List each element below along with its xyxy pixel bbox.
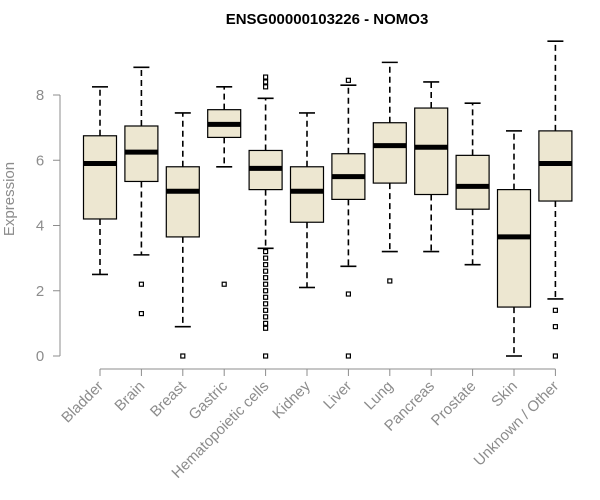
box-brain (124, 66, 159, 317)
outlier-point (552, 307, 559, 313)
box-breast (165, 112, 200, 359)
outlier-point (263, 249, 269, 255)
outlier-point (221, 281, 227, 287)
x-tick-label: Breast (147, 377, 190, 420)
x-tick-label: Lung (361, 378, 397, 414)
outlier-point (263, 294, 269, 300)
iqr-box (414, 107, 449, 196)
outlier-point (345, 353, 351, 359)
box-skin (496, 130, 532, 357)
outlier-point (263, 353, 269, 359)
box-prostate (455, 102, 490, 266)
y-tick-label: 0 (36, 348, 44, 365)
box-hematopoietic-cells (248, 74, 283, 359)
outlier-point (345, 77, 351, 83)
y-tick-label: 6 (36, 152, 44, 169)
outlier-point (345, 291, 351, 297)
box-gastric (207, 86, 242, 287)
y-axis-label: Expression (1, 162, 18, 236)
x-tick-label: Liver (320, 378, 355, 413)
y-tick-label: 2 (36, 283, 44, 300)
outlier-point (387, 278, 393, 284)
outlier-point (263, 268, 269, 274)
outlier-point (263, 288, 269, 294)
outlier-point (552, 324, 559, 330)
x-tick-label: Prostate (428, 378, 480, 430)
iqr-box (82, 135, 118, 220)
outlier-point (263, 325, 269, 331)
outlier-point (180, 353, 186, 359)
y-tick-label: 4 (36, 218, 44, 235)
iqr-box (496, 189, 532, 308)
x-tick-label: Brain (111, 378, 148, 415)
iqr-box (372, 122, 407, 184)
outlier-point (138, 281, 144, 287)
x-tick-label: Skin (488, 378, 521, 411)
outlier-point (263, 307, 269, 313)
outlier-point (552, 353, 559, 359)
iqr-box (289, 166, 325, 223)
outlier-point (263, 79, 269, 85)
outlier-point (263, 84, 269, 90)
x-tick-label: Bladder (58, 378, 107, 427)
chart-title: ENSG00000103226 - NOMO3 (226, 11, 429, 28)
outlier-point (263, 262, 269, 268)
boxes-group (82, 40, 573, 359)
outlier-point (263, 275, 269, 281)
iqr-box (455, 154, 490, 210)
box-kidney (289, 112, 325, 289)
outlier-point (263, 301, 269, 307)
box-liver (331, 77, 366, 359)
outlier-point (263, 320, 269, 326)
y-axis: 0 2 4 6 8 (36, 87, 61, 365)
box-pancreas (414, 81, 449, 253)
outlier-point (263, 281, 269, 287)
box-unknown-other (538, 40, 573, 359)
iqr-box (165, 166, 200, 238)
x-tick-label: Kidney (269, 377, 314, 422)
box-bladder (82, 86, 118, 276)
box-lung (372, 61, 407, 284)
y-tick-label: 8 (36, 87, 44, 104)
outlier-point (263, 74, 269, 80)
outlier-point (138, 310, 144, 317)
outlier-point (263, 314, 269, 320)
outlier-point (263, 255, 269, 261)
